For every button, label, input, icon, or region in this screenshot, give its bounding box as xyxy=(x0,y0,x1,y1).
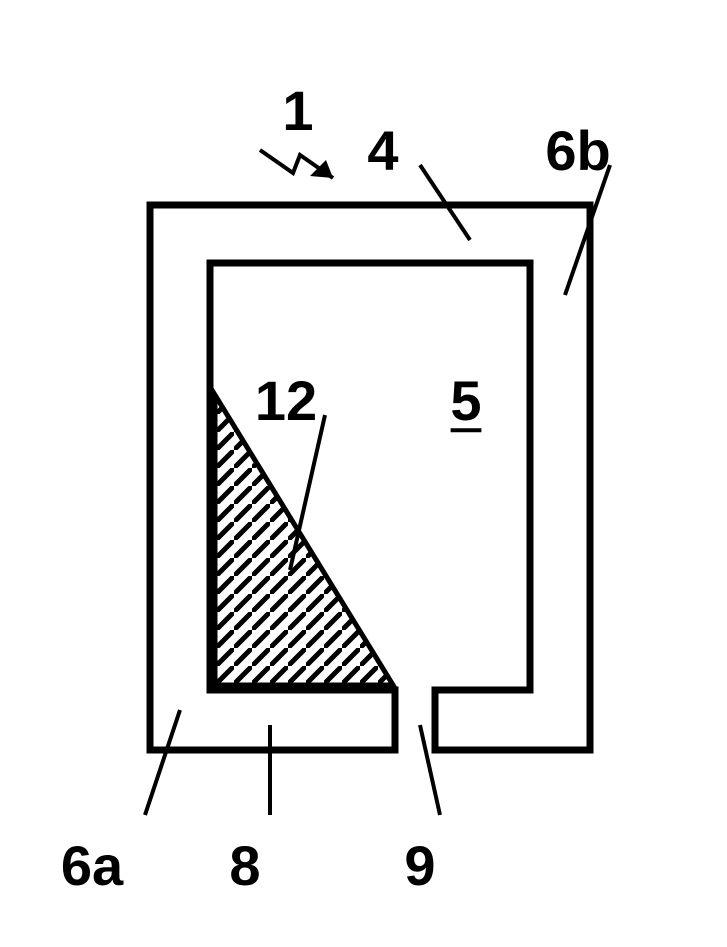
shapes-group xyxy=(150,150,590,750)
label-8: 8 xyxy=(229,834,260,897)
label-6b: 6b xyxy=(545,119,610,182)
label-6a: 6a xyxy=(61,834,124,897)
label-1: 1 xyxy=(282,79,313,142)
label-5: 5 xyxy=(450,369,481,432)
hatched-wedge xyxy=(215,395,393,685)
label-12: 12 xyxy=(255,369,317,432)
label-9: 9 xyxy=(404,834,435,897)
label-4: 4 xyxy=(367,119,398,182)
technical-diagram: 14 5 6a 6b 8 9 12 xyxy=(0,0,727,947)
